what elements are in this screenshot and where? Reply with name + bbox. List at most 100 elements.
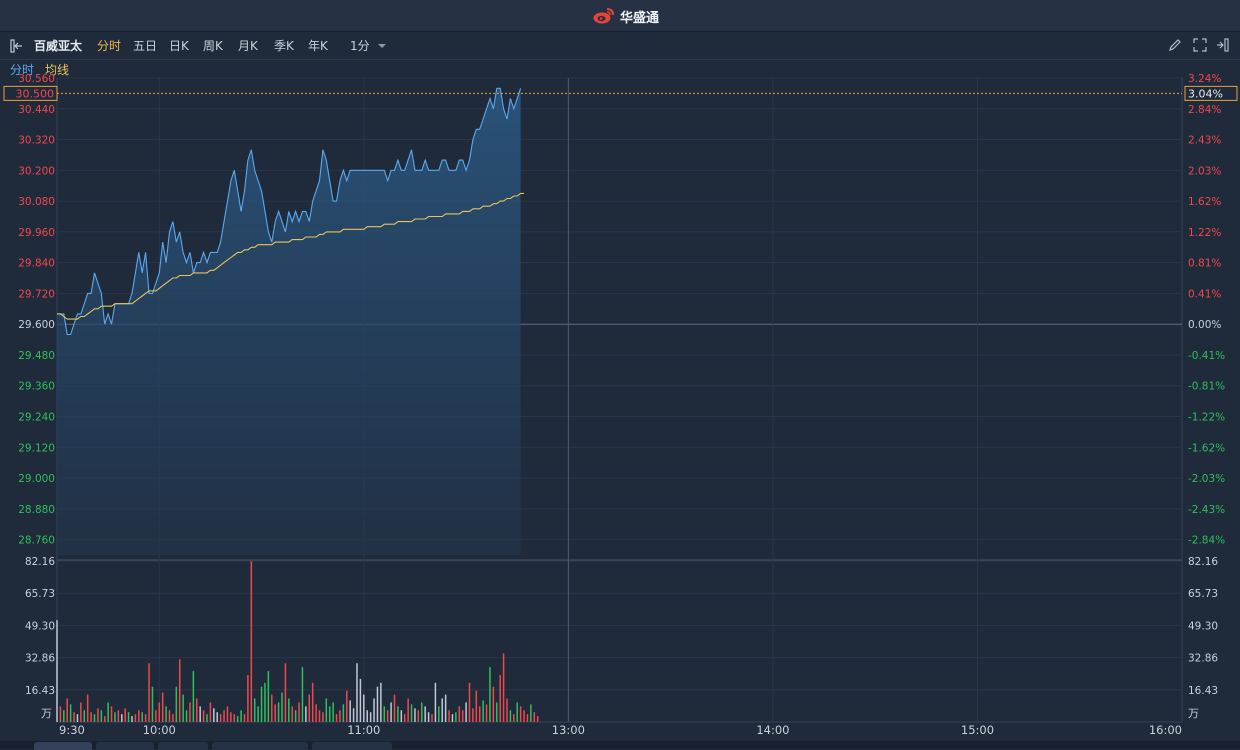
price-tick-label: 28.760 [18,535,55,547]
stock-name: 百威亚太 [34,39,83,53]
volume-bar [373,698,375,722]
volume-bar [403,714,406,722]
bottom-tab-5[interactable] [312,742,392,750]
volume-bar [233,714,236,722]
volume-bar [482,700,484,722]
volume-bar [332,702,334,722]
volume-bar [434,682,437,722]
fullscreen-icon[interactable] [1193,38,1207,52]
volume-tick-label: 49.30 [25,620,55,632]
volume-bar [339,710,341,722]
volume-bar [288,698,290,722]
volume-bar [496,702,498,722]
volume-bar [175,686,178,722]
volume-bar [393,694,396,722]
tab-five-day[interactable]: 五日 [133,39,158,53]
bottom-tab-2[interactable] [96,742,154,750]
interval-select[interactable]: 1分 [350,37,387,54]
pencil-icon[interactable] [1168,38,1182,52]
volume-bar [151,686,154,722]
time-tick-label: 16:00 [1149,723,1182,737]
tab-weekly-k[interactable]: 周K [203,39,223,53]
volume-bar [131,716,133,722]
percent-tick-label: 1.22% [1188,227,1221,239]
price-tick-label: 29.000 [18,473,55,485]
exit-icon[interactable] [1216,38,1230,52]
tab-intraday[interactable]: 分时 [97,39,122,53]
price-tick-label: 29.120 [18,442,55,454]
volume-bar [397,706,399,722]
volume-bar [230,712,232,722]
bottom-tab-3[interactable] [158,742,208,750]
tab-monthly-k[interactable]: 月K [238,39,258,53]
volume-tick-label-right: 49.30 [1188,620,1218,632]
volume-bar [523,710,525,722]
volume-bar [148,663,150,722]
volume-bar [83,710,86,722]
volume-bar [56,620,58,722]
volume-bar [158,702,161,722]
volume-bar [73,712,75,722]
time-tick-label: 10:00 [143,723,176,737]
current-price-label: 30.500 [16,87,55,100]
current-price-box [3,85,58,101]
current-change-label: 3.04% [1188,87,1223,100]
legend-average[interactable]: 均线 [45,63,70,77]
volume-bar [298,702,300,722]
price-tick-label: 29.720 [18,288,55,300]
chevron-down-icon [378,44,387,48]
volume-unit-label: 万 [41,707,52,720]
volume-bar [485,704,488,722]
average-line [57,192,524,320]
volume-bar [390,702,392,722]
collapse-panel-icon[interactable] [10,39,24,53]
axis-labels: 30.560 30.440 30.320 30.200 30.080 29.960 29.8… [18,73,1225,737]
volume-bar [533,712,536,722]
volume-bar [100,710,103,722]
volume-bar [499,674,501,722]
volume-bar [257,706,259,722]
time-tick-label: 15:00 [961,723,994,737]
price-tick-label: 29.600 [18,319,55,331]
volume-bar [451,714,454,722]
volume-bar [291,706,293,722]
volume-bar [475,690,478,722]
volume-bar [489,667,491,722]
volume-bar [472,708,474,722]
volume-bar [209,702,212,722]
volume-bar [110,706,113,722]
price-tick-label: 30.320 [18,135,55,147]
volume-bar [478,706,481,722]
current-change-box [1184,85,1238,101]
volume-bar [103,716,106,722]
volume-bar [223,710,225,722]
volume-bar [161,692,164,722]
volume-bar [318,710,321,722]
volume-bar [66,698,68,722]
tab-quarterly-k[interactable]: 季K [274,39,294,53]
interval-value: 1分 [350,39,370,53]
volume-bar [199,706,201,722]
volume-bar [178,659,181,722]
volume-bar [335,714,338,722]
legend-price[interactable]: 分时 [10,63,35,77]
tab-yearly-k[interactable]: 年K [308,39,328,53]
volume-bar [530,704,532,722]
volume-bars [56,561,539,722]
volume-bar [192,671,195,722]
volume-bar [376,686,379,722]
volume-bar [124,708,126,722]
volume-bar [271,694,273,722]
percent-tick-label: -2.43% [1188,504,1225,516]
volume-bar [69,704,72,722]
bottom-tab-1[interactable] [34,742,92,750]
volume-bar [356,663,358,722]
volume-tick-label-right: 32.86 [1188,653,1218,665]
volume-bar [492,686,495,722]
tab-daily-k[interactable]: 日K [169,39,189,53]
volume-unit-label-right: 万 [1188,707,1199,720]
price-tick-label: 30.560 [18,73,55,85]
chart-toolbar: 百威亚太 分时 五日 日K 周K 月K 季K 年K 1分 [0,32,1240,60]
bottom-tab-4[interactable] [212,742,308,750]
